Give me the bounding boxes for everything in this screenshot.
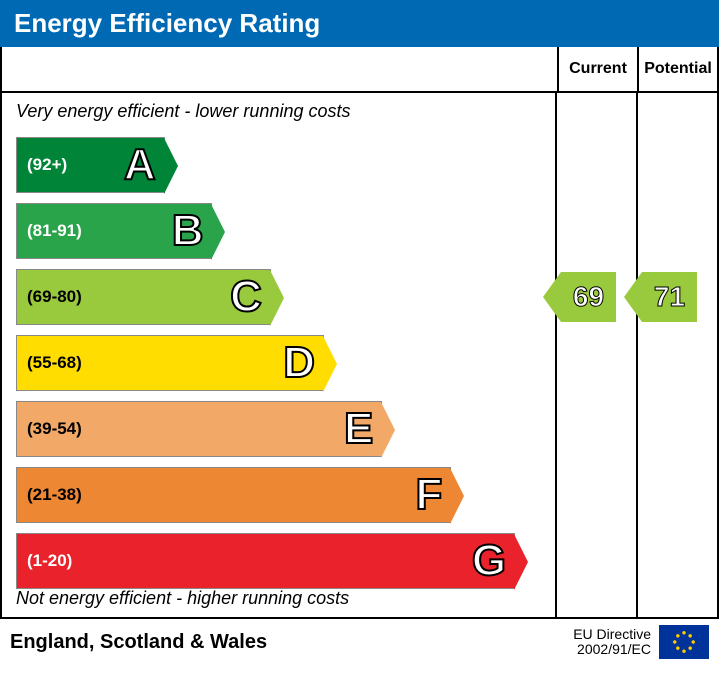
eu-flag-icon bbox=[659, 625, 709, 659]
band-arrow-d bbox=[323, 336, 337, 392]
current-pointer: 69 bbox=[543, 272, 616, 322]
band-range-b: (81-91) bbox=[17, 221, 82, 241]
potential-pointer-arrow-icon bbox=[624, 272, 642, 322]
potential-pointer-value: 71 bbox=[642, 272, 697, 322]
bands-column: Very energy efficient - lower running co… bbox=[2, 93, 557, 617]
note-top: Very energy efficient - lower running co… bbox=[2, 93, 555, 122]
band-bar-e: (39-54) E bbox=[16, 401, 382, 457]
column-header-row: Current Potential bbox=[2, 47, 717, 93]
current-pointer-arrow-icon bbox=[543, 272, 561, 322]
band-letter-e: E bbox=[344, 404, 373, 454]
potential-pointer: 71 bbox=[624, 272, 697, 322]
footer-directive: EU Directive 2002/91/EC bbox=[573, 625, 709, 659]
band-letter-c: C bbox=[230, 272, 262, 322]
band-row-e: (39-54) E bbox=[16, 401, 547, 457]
band-arrow-e bbox=[381, 402, 395, 458]
chart-content: Very energy efficient - lower running co… bbox=[2, 93, 717, 617]
current-pointer-value: 69 bbox=[561, 272, 616, 322]
band-bar-c: (69-80) C bbox=[16, 269, 271, 325]
footer-region: England, Scotland & Wales bbox=[10, 631, 267, 654]
note-bottom: Not energy efficient - higher running co… bbox=[16, 588, 349, 609]
directive-line1: EU Directive bbox=[573, 626, 651, 642]
directive-line2: 2002/91/EC bbox=[577, 641, 651, 657]
band-row-f: (21-38) F bbox=[16, 467, 547, 523]
band-row-b: (81-91) B bbox=[16, 203, 547, 259]
chart-title: Energy Efficiency Rating bbox=[0, 0, 719, 47]
band-letter-a: A bbox=[124, 140, 156, 190]
directive-text: EU Directive 2002/91/EC bbox=[573, 627, 651, 658]
potential-column: 71 bbox=[636, 93, 717, 617]
bands-container: (92+) A (81-91) B (69-80) C (55-68) D (39-54) E (2… bbox=[16, 137, 547, 599]
band-range-e: (39-54) bbox=[17, 419, 82, 439]
band-arrow-b bbox=[211, 204, 225, 260]
band-letter-d: D bbox=[283, 338, 315, 388]
column-header-spacer bbox=[2, 47, 559, 91]
column-header-current: Current bbox=[559, 47, 637, 91]
band-bar-f: (21-38) F bbox=[16, 467, 451, 523]
band-range-f: (21-38) bbox=[17, 485, 82, 505]
band-bar-a: (92+) A bbox=[16, 137, 165, 193]
band-row-c: (69-80) C bbox=[16, 269, 547, 325]
epc-chart: Energy Efficiency Rating Current Potenti… bbox=[0, 0, 719, 675]
column-header-potential: Potential bbox=[637, 47, 717, 91]
footer: England, Scotland & Wales EU Directive 2… bbox=[0, 619, 719, 659]
band-arrow-g bbox=[514, 534, 528, 590]
band-arrow-c bbox=[270, 270, 284, 326]
band-range-g: (1-20) bbox=[17, 551, 72, 571]
band-row-d: (55-68) D bbox=[16, 335, 547, 391]
current-column: 69 bbox=[557, 93, 636, 617]
band-row-g: (1-20) G bbox=[16, 533, 547, 589]
chart-body: Current Potential Very energy efficient … bbox=[0, 47, 719, 619]
band-bar-d: (55-68) D bbox=[16, 335, 324, 391]
band-range-a: (92+) bbox=[17, 155, 67, 175]
band-range-d: (55-68) bbox=[17, 353, 82, 373]
band-arrow-a bbox=[164, 138, 178, 194]
band-arrow-f bbox=[450, 468, 464, 524]
band-bar-g: (1-20) G bbox=[16, 533, 515, 589]
band-bar-b: (81-91) B bbox=[16, 203, 212, 259]
band-range-c: (69-80) bbox=[17, 287, 82, 307]
band-letter-f: F bbox=[416, 470, 443, 520]
band-row-a: (92+) A bbox=[16, 137, 547, 193]
band-letter-b: B bbox=[172, 206, 204, 256]
band-letter-g: G bbox=[472, 536, 506, 586]
